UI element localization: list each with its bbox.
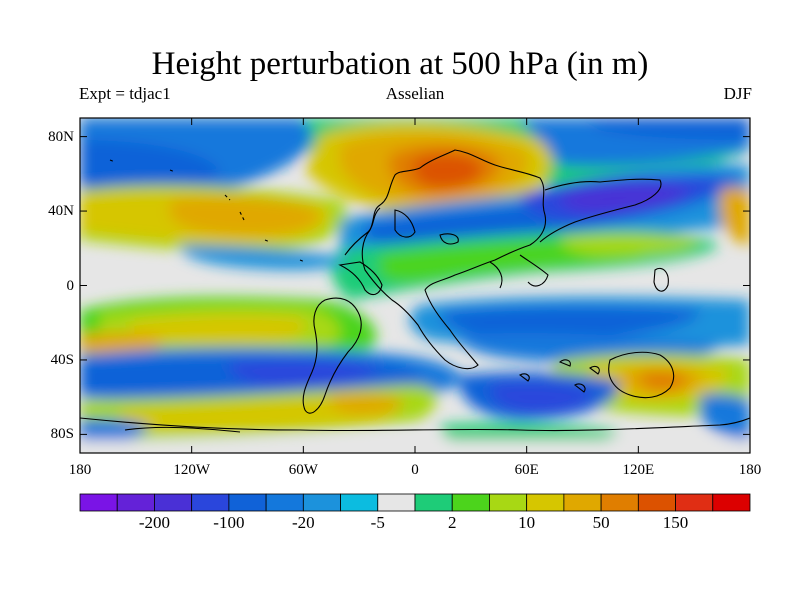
lat-tick-label: 40N (48, 203, 74, 220)
contour-region (80, 140, 220, 192)
colorbar-swatch (637, 493, 676, 512)
colorbar-swatch (154, 493, 193, 512)
coastline-europe (394, 209, 416, 238)
colorbar-swatch (451, 493, 490, 512)
contour-region (170, 196, 321, 236)
colorbar-swatch (414, 493, 453, 512)
colorbar-swatch (340, 493, 379, 512)
colorbar-swatch (489, 493, 528, 512)
lon-tick-label: 120W (173, 462, 210, 478)
colorbar-swatch (600, 493, 639, 512)
colorbar-label: 10 (518, 513, 536, 532)
colorbar-label: -20 (291, 513, 315, 532)
coastline-north-america (344, 207, 381, 256)
colorbar-swatch (377, 493, 416, 512)
figure-title: Height perturbation at 500 hPa (in m) (151, 46, 649, 82)
coastline-india (519, 254, 549, 287)
experiment-label: Expt = tdjac1 (79, 84, 171, 103)
contour-region (585, 118, 750, 140)
coastlines (80, 149, 750, 433)
lon-tick-label: 60W (288, 462, 318, 478)
period-label: Asselian (385, 84, 445, 103)
colorbar-label: -200 (138, 513, 171, 532)
colorbar-label: 2 (447, 513, 457, 532)
lon-tick-label: 0 (411, 462, 419, 478)
lat-tick-label: 80N (48, 128, 74, 145)
contour-region (700, 393, 750, 440)
contour-region (80, 419, 150, 445)
contour-region (130, 315, 306, 344)
coastline-japan (653, 267, 669, 292)
contour-region (328, 393, 405, 415)
lat-tick-label: 40S (50, 351, 74, 368)
colorbar-swatch (712, 493, 751, 512)
contour-region (560, 233, 700, 255)
coastline-antarctica-shelf (124, 426, 241, 433)
coastline-australia (608, 351, 675, 399)
colorbar-swatch (116, 493, 155, 512)
colorbar-swatch (563, 493, 602, 512)
lon-tick-label: 180 (68, 462, 92, 478)
colorbar-swatch (228, 493, 267, 512)
colorbar-label: 150 (662, 513, 689, 532)
contour-field (80, 118, 750, 453)
contour-region (180, 245, 350, 270)
lon-tick-label: 120E (622, 462, 655, 478)
colorbar-swatch (302, 493, 341, 512)
map-axes (79, 117, 751, 454)
contour-region (720, 187, 750, 245)
coastline-islands (518, 359, 600, 393)
colorbar-label: -100 (213, 513, 245, 532)
contour-region (440, 306, 700, 338)
contour-region (80, 332, 165, 354)
colorbar-swatch (79, 493, 118, 512)
lat-tick-label: 80S (50, 426, 74, 443)
lon-tick-label: 60E (514, 462, 539, 478)
contour-region (120, 395, 401, 431)
coastline-arctic-islands (109, 159, 306, 263)
coastline-eurasia-africa (361, 149, 547, 370)
coastline-mediterranean (439, 233, 459, 245)
colorbar (79, 493, 751, 512)
colorbar-label: -5 (370, 513, 385, 532)
season-label: DJF (723, 84, 752, 103)
contour-region (413, 153, 482, 188)
colorbar-swatch (526, 493, 565, 512)
contour-region (489, 382, 595, 413)
coastline-caribbean (338, 261, 383, 296)
coastline-arabia (489, 261, 503, 289)
coastline-antarctica (80, 417, 750, 432)
contour-region (229, 358, 380, 387)
coastline-asia (539, 178, 662, 243)
coastline-south-america (302, 297, 362, 414)
colorbar-swatch (675, 493, 714, 512)
lon-tick-label: 180 (738, 462, 762, 478)
colorbar-label: 50 (592, 513, 610, 532)
lat-tick-label: 0 (66, 277, 75, 294)
colorbar-swatch (265, 493, 304, 512)
contour-region (639, 370, 688, 391)
colorbar-swatch (191, 493, 230, 512)
